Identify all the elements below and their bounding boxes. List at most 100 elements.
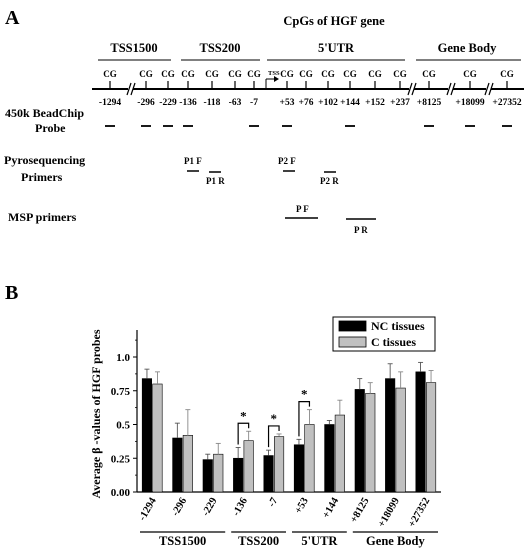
y-tick-label: 0.25 — [111, 453, 131, 465]
cg-site-label: CG — [368, 69, 382, 79]
msp-label: MSP primers — [8, 210, 77, 224]
bar-nc — [263, 455, 274, 493]
position-label: +76 — [299, 98, 314, 108]
cg-site-label: CG — [299, 69, 313, 79]
cg-site-label: CG — [228, 69, 242, 79]
bar-nc — [233, 457, 244, 493]
y-tick-label: 1.0 — [116, 352, 130, 364]
bar-nc — [324, 424, 335, 493]
position-label: -296 — [137, 98, 155, 108]
position-label: -1294 — [99, 98, 121, 108]
cg-site-label: CG — [280, 69, 294, 79]
cg-site-label: CG — [500, 69, 514, 79]
pyro-label-line-2: Primers — [21, 170, 63, 184]
primer-p1r: P1 R — [206, 176, 225, 186]
bar-nc — [293, 444, 305, 493]
position-label: -63 — [229, 98, 242, 108]
position-label: +102 — [318, 98, 338, 108]
bar-chart: 0.00 0.25 0.5 0.75 1.0 -1294 -296 -229 -136 -7 +53… — [111, 330, 441, 548]
legend-label-c: C tissues — [371, 335, 416, 349]
cg-site-label: CG — [181, 69, 195, 79]
y-tick-label: 0.00 — [111, 487, 131, 499]
region-label-tss200: TSS200 — [200, 41, 241, 55]
bar-c — [334, 414, 345, 493]
x-tick-label: -296 — [170, 496, 189, 518]
position-label: -229 — [159, 98, 177, 108]
cg-site-label: CG — [463, 69, 477, 79]
bar-c — [395, 387, 406, 493]
tss-arrow: TSS — [265, 70, 280, 89]
probe-label-line-2: Probe — [35, 121, 66, 135]
bar-nc — [172, 437, 183, 493]
primer-p2r: P2 R — [320, 176, 339, 186]
bar-nc — [141, 378, 152, 493]
significance-star: * — [271, 411, 278, 426]
cg-site-label: CG — [103, 69, 117, 79]
bar-c — [365, 393, 376, 493]
significance-bracket — [267, 425, 280, 448]
bar-c — [304, 424, 315, 493]
bar-c — [182, 434, 193, 493]
panel-a: A CpGs of HGF gene TSS1500 TSS200 5'UTR … — [4, 7, 524, 235]
position-label: -136 — [179, 98, 197, 108]
x-tick-label: +144 — [321, 495, 342, 520]
cg-site-label: CG — [161, 69, 175, 79]
cg-site-label: CG — [343, 69, 357, 79]
position-label: +8125 — [417, 98, 442, 108]
cg-site-label: CG — [321, 69, 335, 79]
region-label-5utr: 5'UTR — [318, 41, 355, 55]
bar-c — [243, 440, 254, 493]
gene-title: CpGs of HGF gene — [283, 14, 385, 28]
group-label: 5'UTR — [301, 534, 338, 548]
x-tick-label: -136 — [231, 496, 250, 518]
cg-sites: CG CG CG CG CG CG CG CG CG CG CG CG CG CG CG CG — [103, 69, 514, 89]
group-label: TSS1500 — [159, 534, 206, 548]
cg-site-label: CG — [247, 69, 261, 79]
panel-b-label: B — [5, 282, 18, 304]
legend-swatch-c — [338, 336, 367, 348]
region-label-tss1500: TSS1500 — [110, 41, 157, 55]
x-tick-label: -229 — [200, 496, 219, 518]
cg-site-label: CG — [422, 69, 436, 79]
significance-star: * — [301, 387, 308, 402]
cg-site-label: CG — [139, 69, 153, 79]
bar-nc — [354, 389, 365, 493]
legend: NC tissues C tissues — [332, 316, 436, 352]
y-tick-label: 0.5 — [116, 420, 130, 432]
position-labels: -1294 -296 -229 -136 -118 -63 -7 +53 +76 +102 +144… — [99, 98, 522, 108]
cg-site-label: CG — [205, 69, 219, 79]
bar-nc — [202, 459, 213, 493]
x-tick-label: +53 — [293, 496, 311, 516]
msp-pr: P R — [354, 225, 368, 235]
probe-label-line-1: 450k BeadChip — [5, 106, 84, 120]
bar-c — [425, 382, 437, 493]
gene-axis — [92, 82, 524, 96]
x-tick-label: +27352 — [407, 496, 433, 529]
y-axis-label: Average β -values of HGF probes — [89, 329, 103, 498]
primer-p2f: P2 F — [278, 156, 296, 166]
panel-a-label: A — [5, 7, 20, 29]
position-label: +18099 — [455, 98, 484, 108]
x-tick-label: -1294 — [137, 495, 159, 522]
position-label: +152 — [365, 98, 385, 108]
bar-nc — [415, 371, 426, 493]
bar-c — [152, 383, 163, 493]
significance-star: * — [240, 408, 247, 423]
tss-label: TSS — [268, 70, 280, 77]
y-tick-label: 0.75 — [111, 386, 131, 398]
position-label: -7 — [250, 98, 258, 108]
msp-pf: P F — [296, 204, 309, 214]
position-label: +144 — [340, 98, 360, 108]
region-label-gene-body: Gene Body — [438, 41, 497, 55]
significance-bracket — [298, 401, 311, 437]
cg-site-label: CG — [393, 69, 407, 79]
x-tick-label: -7 — [266, 496, 280, 509]
pyro-label-line-1: Pyrosequencing — [4, 153, 85, 167]
primer-p1f: P1 F — [184, 156, 202, 166]
x-tick-label: +8125 — [349, 496, 372, 525]
panel-b: B Average β -values of HGF probes 0.000.… — [5, 282, 441, 548]
group-label: Gene Body — [366, 534, 425, 548]
position-label: +27352 — [492, 98, 521, 108]
group-label: TSS200 — [238, 534, 279, 548]
